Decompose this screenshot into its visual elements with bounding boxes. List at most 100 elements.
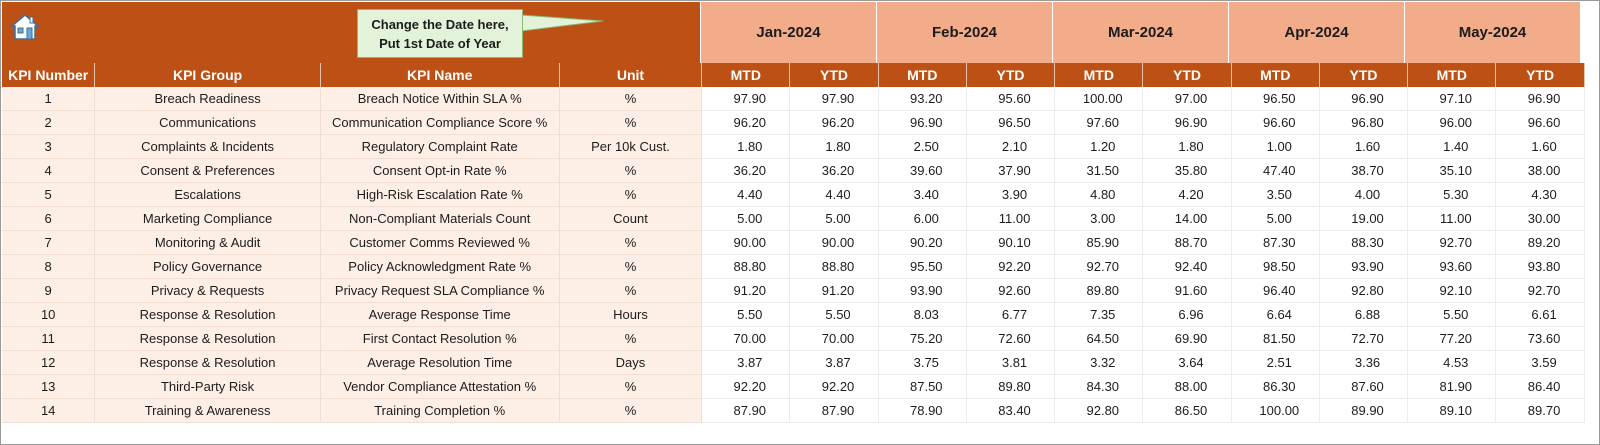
cell-jan-ytd[interactable]: 90.00: [789, 230, 879, 255]
cell-kpi-name[interactable]: Privacy Request SLA Compliance %: [320, 278, 560, 303]
cell-may-mtd[interactable]: 1.40: [1407, 134, 1497, 159]
cell-may-ytd[interactable]: 73.60: [1495, 326, 1585, 351]
cell-feb-ytd[interactable]: 2.10: [966, 134, 1056, 159]
cell-mar-ytd[interactable]: 97.00: [1142, 87, 1232, 111]
cell-unit[interactable]: %: [559, 278, 703, 303]
col-kpi-number[interactable]: KPI Number: [2, 63, 96, 87]
cell-kpi-number[interactable]: 10: [2, 302, 96, 327]
cell-mar-ytd[interactable]: 88.70: [1142, 230, 1232, 255]
col-may-ytd[interactable]: YTD: [1495, 63, 1585, 87]
cell-kpi-name[interactable]: Customer Comms Reviewed %: [320, 230, 560, 255]
cell-may-mtd[interactable]: 92.10: [1407, 278, 1497, 303]
cell-feb-ytd[interactable]: 89.80: [966, 374, 1056, 399]
home-button[interactable]: [9, 12, 41, 42]
cell-mar-ytd[interactable]: 6.96: [1142, 302, 1232, 327]
cell-jan-ytd[interactable]: 1.80: [789, 134, 879, 159]
cell-jan-ytd[interactable]: 91.20: [789, 278, 879, 303]
cell-jan-mtd[interactable]: 70.00: [701, 326, 791, 351]
cell-apr-ytd[interactable]: 88.30: [1319, 230, 1409, 255]
cell-feb-ytd[interactable]: 90.10: [966, 230, 1056, 255]
cell-feb-mtd[interactable]: 93.90: [878, 278, 967, 303]
cell-kpi-number[interactable]: 2: [2, 110, 96, 135]
cell-may-ytd[interactable]: 86.40: [1495, 374, 1585, 399]
cell-feb-mtd[interactable]: 96.90: [878, 110, 967, 135]
cell-may-ytd[interactable]: 6.61: [1495, 302, 1585, 327]
cell-jan-mtd[interactable]: 90.00: [701, 230, 791, 255]
cell-mar-ytd[interactable]: 92.40: [1142, 254, 1232, 279]
cell-feb-ytd[interactable]: 92.20: [966, 254, 1056, 279]
cell-may-ytd[interactable]: 96.60: [1495, 110, 1585, 135]
cell-apr-ytd[interactable]: 87.60: [1319, 374, 1409, 399]
cell-kpi-group[interactable]: Escalations: [94, 182, 321, 207]
cell-jan-ytd[interactable]: 97.90: [789, 87, 879, 111]
cell-unit[interactable]: %: [559, 398, 703, 423]
cell-kpi-group[interactable]: Marketing Compliance: [94, 206, 321, 231]
cell-may-mtd[interactable]: 11.00: [1407, 206, 1497, 231]
cell-kpi-number[interactable]: 11: [2, 326, 96, 351]
cell-kpi-group[interactable]: Complaints & Incidents: [94, 134, 321, 159]
cell-apr-mtd[interactable]: 86.30: [1231, 374, 1320, 399]
cell-kpi-number[interactable]: 13: [2, 374, 96, 399]
cell-apr-ytd[interactable]: 92.80: [1319, 278, 1409, 303]
cell-jan-mtd[interactable]: 88.80: [701, 254, 791, 279]
cell-unit[interactable]: Days: [559, 350, 703, 375]
cell-apr-ytd[interactable]: 96.80: [1319, 110, 1409, 135]
cell-unit[interactable]: %: [559, 158, 703, 183]
cell-kpi-name[interactable]: Communication Compliance Score %: [320, 110, 560, 135]
cell-kpi-group[interactable]: Monitoring & Audit: [94, 230, 321, 255]
cell-may-ytd[interactable]: 30.00: [1495, 206, 1585, 231]
cell-jan-ytd[interactable]: 5.00: [789, 206, 879, 231]
cell-feb-mtd[interactable]: 2.50: [878, 134, 967, 159]
cell-may-mtd[interactable]: 92.70: [1407, 230, 1497, 255]
cell-apr-ytd[interactable]: 4.00: [1319, 182, 1409, 207]
cell-kpi-name[interactable]: Breach Notice Within SLA %: [320, 87, 560, 111]
cell-unit[interactable]: %: [559, 254, 703, 279]
cell-mar-mtd[interactable]: 92.70: [1054, 254, 1144, 279]
cell-jan-ytd[interactable]: 70.00: [789, 326, 879, 351]
cell-may-ytd[interactable]: 89.70: [1495, 398, 1585, 423]
cell-may-ytd[interactable]: 38.00: [1495, 158, 1585, 183]
cell-jan-mtd[interactable]: 4.40: [701, 182, 791, 207]
col-jan-mtd[interactable]: MTD: [701, 63, 791, 87]
cell-kpi-name[interactable]: Consent Opt-in Rate %: [320, 158, 560, 183]
cell-may-mtd[interactable]: 89.10: [1407, 398, 1497, 423]
cell-feb-ytd[interactable]: 6.77: [966, 302, 1056, 327]
cell-feb-mtd[interactable]: 8.03: [878, 302, 967, 327]
cell-mar-ytd[interactable]: 91.60: [1142, 278, 1232, 303]
cell-feb-mtd[interactable]: 90.20: [878, 230, 967, 255]
cell-apr-mtd[interactable]: 3.50: [1231, 182, 1320, 207]
cell-kpi-group[interactable]: Third-Party Risk: [94, 374, 321, 399]
cell-apr-mtd[interactable]: 1.00: [1231, 134, 1320, 159]
cell-kpi-group[interactable]: Response & Resolution: [94, 326, 321, 351]
cell-apr-mtd[interactable]: 96.40: [1231, 278, 1320, 303]
cell-mar-mtd[interactable]: 84.30: [1054, 374, 1144, 399]
cell-mar-mtd[interactable]: 97.60: [1054, 110, 1144, 135]
cell-mar-mtd[interactable]: 7.35: [1054, 302, 1144, 327]
cell-mar-ytd[interactable]: 4.20: [1142, 182, 1232, 207]
cell-apr-ytd[interactable]: 96.90: [1319, 87, 1409, 111]
cell-kpi-name[interactable]: Regulatory Complaint Rate: [320, 134, 560, 159]
col-kpi-name[interactable]: KPI Name: [320, 63, 560, 87]
cell-may-ytd[interactable]: 1.60: [1495, 134, 1585, 159]
cell-feb-mtd[interactable]: 75.20: [878, 326, 967, 351]
cell-jan-mtd[interactable]: 36.20: [701, 158, 791, 183]
cell-jan-mtd[interactable]: 5.00: [701, 206, 791, 231]
cell-jan-ytd[interactable]: 4.40: [789, 182, 879, 207]
cell-mar-ytd[interactable]: 35.80: [1142, 158, 1232, 183]
cell-kpi-number[interactable]: 4: [2, 158, 96, 183]
cell-apr-ytd[interactable]: 3.36: [1319, 350, 1409, 375]
cell-kpi-group[interactable]: Training & Awareness: [94, 398, 321, 423]
cell-may-ytd[interactable]: 96.90: [1495, 87, 1585, 111]
cell-kpi-number[interactable]: 12: [2, 350, 96, 375]
cell-kpi-name[interactable]: Average Response Time: [320, 302, 560, 327]
cell-kpi-name[interactable]: Policy Acknowledgment Rate %: [320, 254, 560, 279]
cell-may-ytd[interactable]: 4.30: [1495, 182, 1585, 207]
cell-feb-ytd[interactable]: 92.60: [966, 278, 1056, 303]
cell-mar-mtd[interactable]: 3.32: [1054, 350, 1144, 375]
col-feb-ytd[interactable]: YTD: [966, 63, 1056, 87]
cell-apr-mtd[interactable]: 100.00: [1231, 398, 1320, 423]
cell-mar-ytd[interactable]: 1.80: [1142, 134, 1232, 159]
cell-apr-ytd[interactable]: 1.60: [1319, 134, 1409, 159]
cell-jan-ytd[interactable]: 36.20: [789, 158, 879, 183]
cell-mar-mtd[interactable]: 92.80: [1054, 398, 1144, 423]
